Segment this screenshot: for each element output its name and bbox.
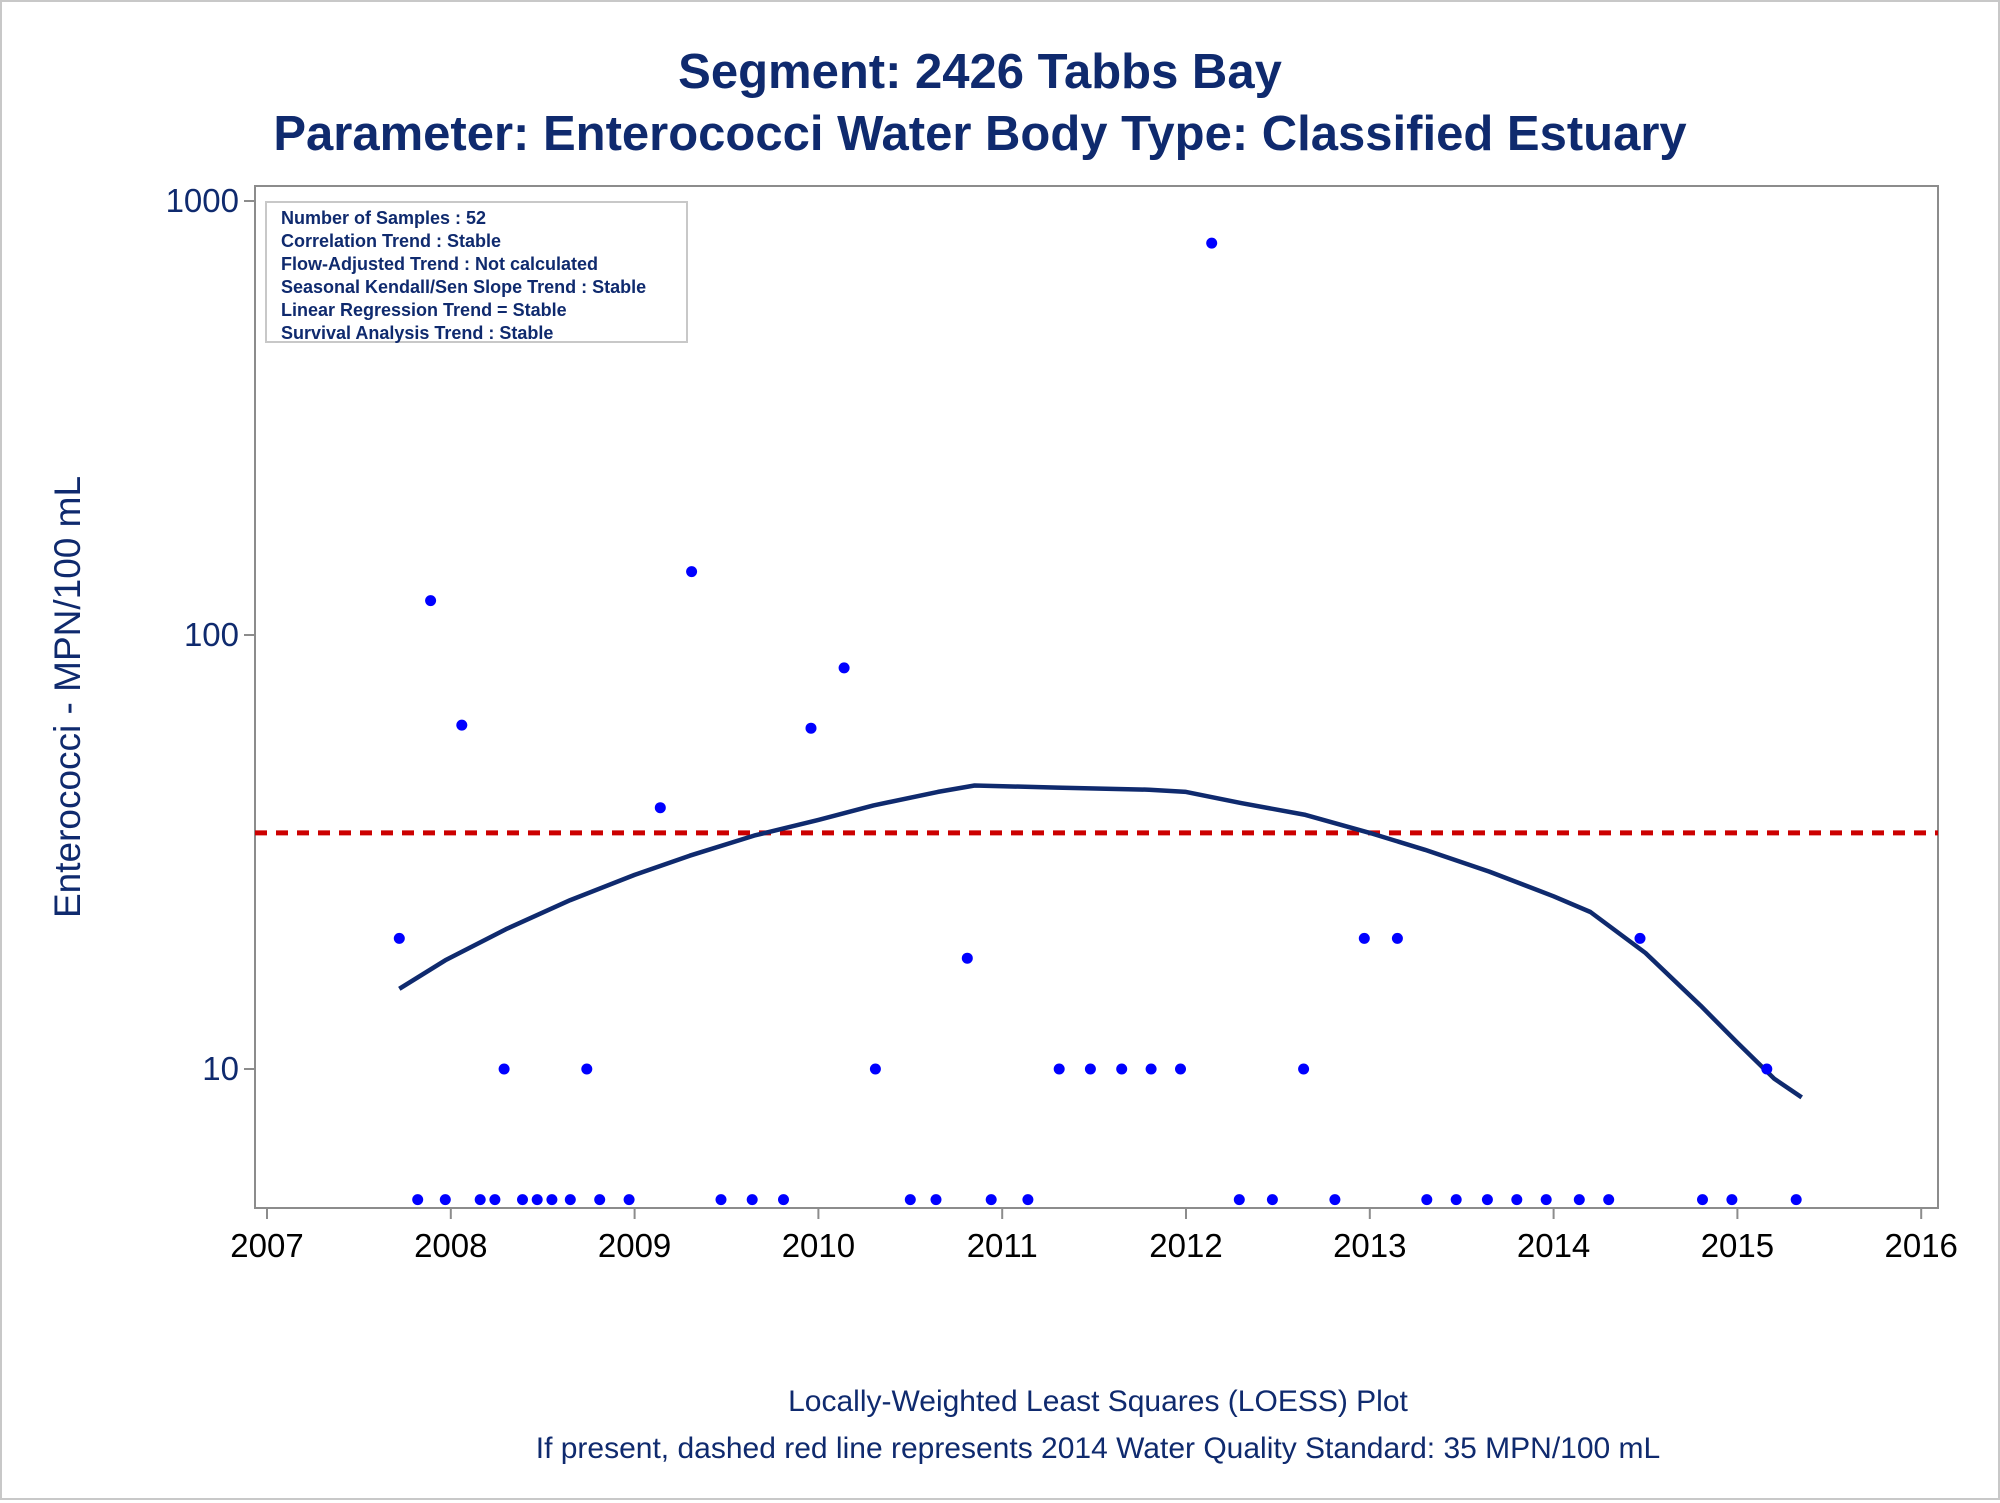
data-point <box>904 1194 916 1206</box>
data-point <box>498 1063 510 1075</box>
stats-line: Correlation Trend : Stable <box>281 231 501 251</box>
x-tick-label: 2010 <box>782 1227 855 1264</box>
stats-line: Number of Samples : 52 <box>281 208 486 228</box>
data-point <box>930 1194 942 1206</box>
loess-curve <box>398 783 1803 1100</box>
data-point <box>1481 1194 1493 1206</box>
data-point <box>581 1063 593 1075</box>
data-point <box>623 1194 635 1206</box>
x-tick-label: 2016 <box>1884 1227 1957 1264</box>
data-point <box>1573 1194 1585 1206</box>
data-point <box>654 802 666 814</box>
data-point <box>869 1063 881 1075</box>
y-tick-label: 100 <box>184 616 239 653</box>
stats-line: Flow-Adjusted Trend : Not calculated <box>281 254 598 274</box>
data-point <box>439 1194 451 1206</box>
data-point <box>1116 1063 1128 1075</box>
x-tick-label: 2013 <box>1333 1227 1406 1264</box>
data-point <box>412 1194 424 1206</box>
data-point <box>1175 1063 1186 1075</box>
data-point <box>746 1194 758 1206</box>
data-point <box>1022 1194 1034 1206</box>
data-point <box>1329 1194 1341 1206</box>
data-point <box>1726 1194 1738 1206</box>
data-point <box>517 1194 528 1206</box>
data-point <box>961 952 973 964</box>
data-point <box>1603 1194 1615 1206</box>
data-point <box>1761 1063 1773 1075</box>
data-point <box>1233 1194 1245 1206</box>
stats-inset-box <box>265 201 688 343</box>
x-tick-label: 2015 <box>1701 1227 1774 1264</box>
data-point <box>564 1194 576 1206</box>
data-point <box>531 1194 543 1206</box>
footnote-standard: If present, dashed red line represents 2… <box>536 1432 1661 1465</box>
data-point <box>1790 1194 1802 1206</box>
data-point <box>715 1194 727 1206</box>
data-point <box>594 1194 606 1206</box>
data-points <box>393 237 1802 1206</box>
x-tick-label: 2008 <box>414 1227 487 1264</box>
y-axis: 10 100 1000 <box>166 182 255 1087</box>
chart-title: Segment: 2426 Tabbs Bay <box>678 45 1282 99</box>
x-axis: 2007 2008 2009 2010 2011 2012 2013 2014 2015 2016 <box>230 1208 1958 1264</box>
data-point <box>474 1194 486 1206</box>
stats-line: Survival Analysis Trend : Stable <box>281 323 553 343</box>
plot-area <box>254 185 1939 1209</box>
y-axis-label: Enterococci - MPN/100 mL <box>47 476 88 918</box>
y-tick-label: 10 <box>202 1050 239 1087</box>
data-point <box>1358 932 1370 944</box>
data-point <box>1421 1194 1433 1206</box>
data-point <box>1511 1194 1523 1206</box>
data-point <box>1266 1194 1278 1206</box>
data-point <box>546 1194 558 1206</box>
x-tick-label: 2012 <box>1149 1227 1222 1264</box>
x-tick-label: 2009 <box>598 1227 671 1264</box>
data-point <box>805 722 817 734</box>
stats-line: Seasonal Kendall/Sen Slope Trend : Stabl… <box>281 277 646 297</box>
data-point <box>1634 932 1646 944</box>
footnote-loess: Locally-Weighted Least Squares (LOESS) P… <box>788 1385 1408 1418</box>
data-point <box>1697 1194 1708 1206</box>
data-point <box>778 1194 789 1206</box>
data-point <box>1053 1063 1065 1075</box>
data-point <box>425 595 437 607</box>
data-point <box>1084 1063 1096 1075</box>
data-point <box>1298 1063 1310 1075</box>
stats-inset: Number of Samples : 52 Correlation Trend … <box>265 201 688 343</box>
data-point <box>1450 1194 1462 1206</box>
data-point <box>838 662 850 674</box>
chart-subtitle: Parameter: Enterococci Water Body Type: … <box>273 107 1686 161</box>
x-tick-label: 2011 <box>967 1227 1038 1264</box>
data-point <box>489 1194 501 1206</box>
data-point <box>1540 1194 1552 1206</box>
data-point <box>1145 1063 1157 1075</box>
data-point <box>393 932 405 944</box>
x-tick-label: 2007 <box>230 1227 303 1264</box>
data-point <box>985 1194 997 1206</box>
data-point <box>1206 237 1218 249</box>
data-point <box>1391 932 1403 944</box>
data-point <box>686 566 698 578</box>
stats-line: Linear Regression Trend = Stable <box>281 300 567 320</box>
y-tick-label: 1000 <box>166 182 239 219</box>
data-point <box>456 719 468 731</box>
x-tick-label: 2014 <box>1517 1227 1590 1264</box>
